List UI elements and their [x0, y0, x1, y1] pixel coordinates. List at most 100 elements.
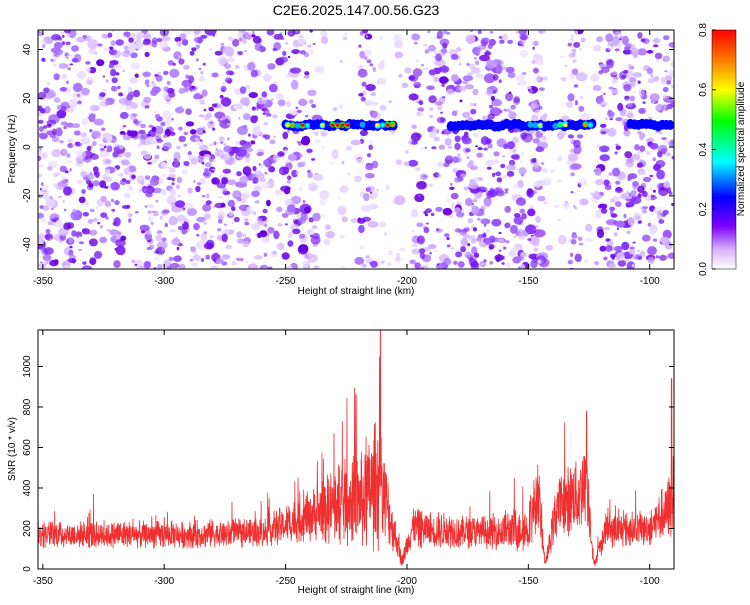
spectrogram-noise-blob	[123, 167, 131, 175]
spectrogram-noise-blob	[85, 157, 88, 160]
spectrogram-noise-blob	[503, 138, 507, 142]
spectrogram-noise-blob	[209, 158, 216, 163]
spectrogram-noise-blob	[486, 166, 492, 170]
spectrogram-noise-blob	[103, 145, 107, 149]
spectrogram-noise-blob	[259, 163, 264, 168]
spectrogram-noise-blob	[537, 195, 546, 202]
spectrogram-noise-blob	[628, 192, 632, 196]
spectrogram-noise-blob	[168, 256, 174, 262]
spectrogram-noise-blob	[489, 188, 496, 193]
spectrogram-noise-blob	[313, 67, 321, 73]
spectrogram-noise-blob	[192, 250, 197, 255]
spectrogram-noise-blob	[303, 75, 310, 79]
spectrogram-noise-blob	[161, 237, 167, 242]
signal-band-blob	[629, 121, 636, 128]
spectrogram-noise-blob	[161, 110, 173, 120]
spectrogram-noise-blob	[656, 169, 665, 180]
spectrogram-noise-blob	[207, 120, 215, 129]
spectrogram-noise-blob	[192, 254, 201, 261]
spectrogram-noise-blob	[395, 159, 403, 166]
spectrogram-noise-blob	[134, 41, 144, 50]
spectrogram-noise-blob	[159, 40, 168, 49]
spectrogram-noise-blob	[242, 166, 252, 176]
spectrogram-noise-blob	[506, 164, 516, 171]
spectrogram-noise-blob	[306, 149, 313, 153]
spectrogram-noise-blob	[253, 255, 263, 260]
spectrogram-noise-blob	[67, 138, 74, 143]
spectrogram-noise-blob	[252, 177, 259, 184]
spectrogram-noise-blob	[599, 101, 608, 107]
spectrogram-noise-blob	[139, 188, 143, 192]
spectrogram-noise-blob	[456, 47, 462, 52]
spectrogram-noise-blob	[434, 101, 443, 106]
spectrogram-noise-blob	[41, 44, 46, 49]
spectrogram-noise-blob	[454, 135, 461, 143]
spectrogram-noise-blob	[108, 49, 118, 56]
spectrogram-noise-blob	[568, 73, 575, 80]
spectrogram-noise-blob	[202, 62, 207, 66]
spectrogram-noise-blob	[96, 59, 105, 67]
spectrogram-noise-blob	[489, 261, 494, 265]
spectrogram-noise-blob	[113, 260, 121, 269]
spectrogram-noise-blob	[603, 256, 608, 261]
spectrogram-noise-blob	[263, 252, 268, 257]
spectrogram-noise-blob	[486, 229, 491, 233]
spectrogram-noise-blob	[634, 144, 640, 151]
spectrogram-noise-blob	[341, 265, 345, 269]
spectrogram-noise-blob	[347, 172, 351, 176]
spectrogram-noise-blob	[350, 217, 358, 224]
spectrogram-noise-blob	[42, 254, 52, 262]
spectrogram-noise-blob	[111, 77, 118, 84]
spectrogram-noise-blob	[45, 260, 49, 265]
spectrogram-noise-blob	[217, 55, 227, 66]
spectrogram-noise-blob	[454, 207, 461, 213]
spectrogram-noise-blob	[227, 199, 236, 208]
spectrogram-noise-blob	[80, 132, 87, 138]
spectrogram-noise-blob	[236, 125, 248, 135]
spectrogram-noise-blob	[181, 39, 189, 46]
spectrogram-noise-blob	[567, 260, 573, 265]
signal-band-blob	[664, 121, 671, 128]
spectrogram-noise-blob	[287, 240, 294, 247]
spectrogram-noise-blob	[358, 44, 362, 48]
spectrogram-noise-blob	[168, 91, 176, 98]
spectrogram-noise-blob	[663, 35, 670, 41]
spectrogram-noise-blob	[423, 66, 429, 71]
spectrogram-noise-blob	[259, 264, 269, 269]
spectrogram-noise-blob	[485, 92, 489, 95]
spectrogram-noise-blob	[191, 86, 195, 89]
spectrogram-noise-blob	[238, 116, 241, 120]
spectrogram-noise-blob	[576, 72, 588, 82]
spectrogram-noise-blob	[47, 123, 52, 127]
spectrogram-noise-blob	[572, 59, 577, 63]
spectrogram-marks	[38, 30, 674, 269]
spectrogram-noise-blob	[460, 237, 469, 247]
signal-band-blob	[547, 121, 554, 128]
colorbar-ticks: 0.0 0.2 0.4 0.6 0.8	[698, 23, 716, 276]
spectrogram-noise-blob	[47, 221, 55, 226]
spectrogram-x-tick-label: -250	[276, 276, 296, 287]
spectrogram-noise-blob	[370, 92, 377, 97]
spectrogram-noise-blob	[228, 36, 234, 41]
spectrogram-noise-blob	[61, 175, 66, 180]
spectrogram-noise-blob	[446, 237, 450, 241]
spectrogram-noise-blob	[263, 159, 270, 167]
spectrogram-noise-blob	[94, 52, 98, 55]
spectrogram-noise-blob	[507, 72, 516, 79]
signal-band-blob	[494, 121, 501, 128]
spectrogram-noise-blob	[61, 149, 69, 155]
spectrogram-noise-blob	[304, 114, 309, 118]
spectrogram-noise-blob	[616, 43, 623, 48]
spectrogram-noise-blob	[185, 121, 195, 127]
spectrogram-noise-blob	[440, 111, 443, 114]
spectrogram-noise-blob	[140, 123, 146, 129]
spectrogram-noise-blob	[419, 252, 426, 259]
spectrogram-noise-blob	[520, 152, 525, 156]
spectrogram-noise-blob	[40, 217, 46, 223]
spectrogram-noise-blob	[648, 187, 653, 191]
spectrogram-noise-blob	[477, 30, 482, 34]
spectrogram-noise-blob	[542, 168, 548, 174]
spectrogram-noise-blob	[592, 44, 602, 52]
spectrogram-noise-blob	[596, 228, 605, 239]
spectrogram-noise-blob	[626, 103, 633, 107]
